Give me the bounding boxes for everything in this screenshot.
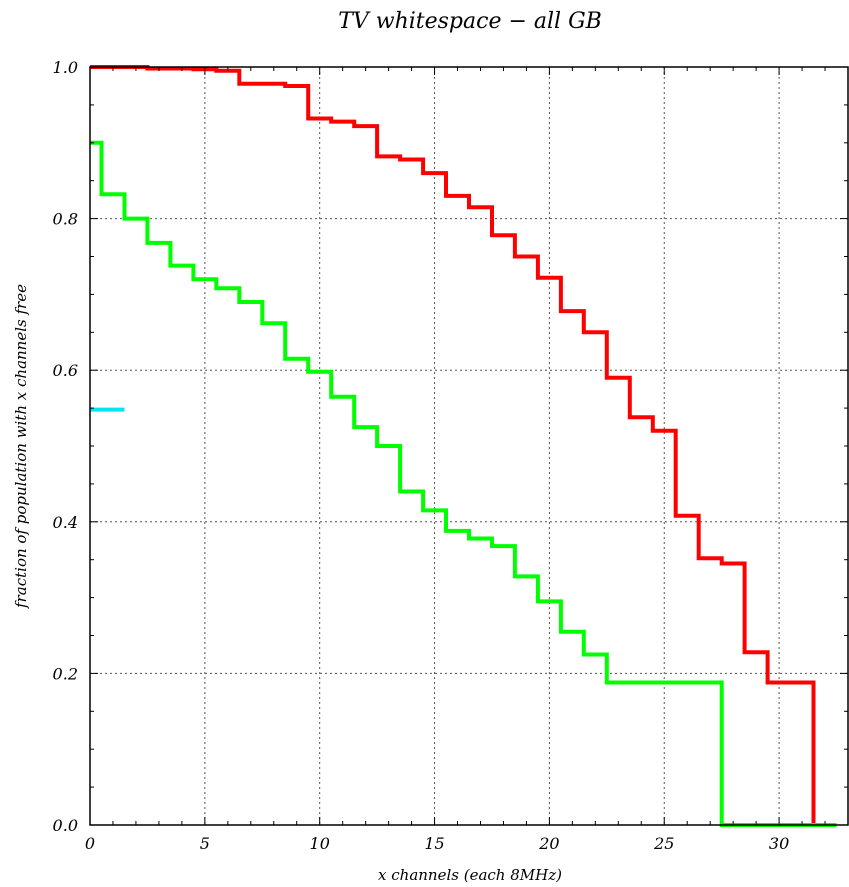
series-line-1 [90,140,837,827]
ticks [89,66,849,826]
tick-labels: 0 5 10 15 20 25 30 0.0 0.2 0.4 0.6 0.8 1.0 [53,58,790,853]
y-axis-label: fraction of population with x channels f… [12,284,30,609]
y-tick-label: 0.8 [53,210,78,229]
x-axis-label: x channels (each 8MHz) [378,866,562,884]
series-line-0 [90,65,837,827]
plot-frame [89,66,849,826]
x-tick-label: 15 [424,834,444,853]
series-layer [90,65,837,827]
chart-title: TV whitespace − all GB [338,9,602,34]
y-tick-label: 0.2 [53,664,78,683]
x-tick-label: 25 [653,834,674,853]
x-tick-label: 0 [85,834,95,853]
x-tick-label: 5 [200,834,210,853]
y-tick-label: 0.4 [53,513,78,532]
x-tick-label: 20 [538,834,559,853]
x-tick-label: 10 [310,834,330,853]
grid [90,67,848,825]
x-tick-label: 30 [769,834,789,853]
y-tick-label: 0.6 [53,361,78,380]
y-tick-label: 1.0 [53,58,78,77]
y-tick-label: 0.0 [53,816,78,835]
